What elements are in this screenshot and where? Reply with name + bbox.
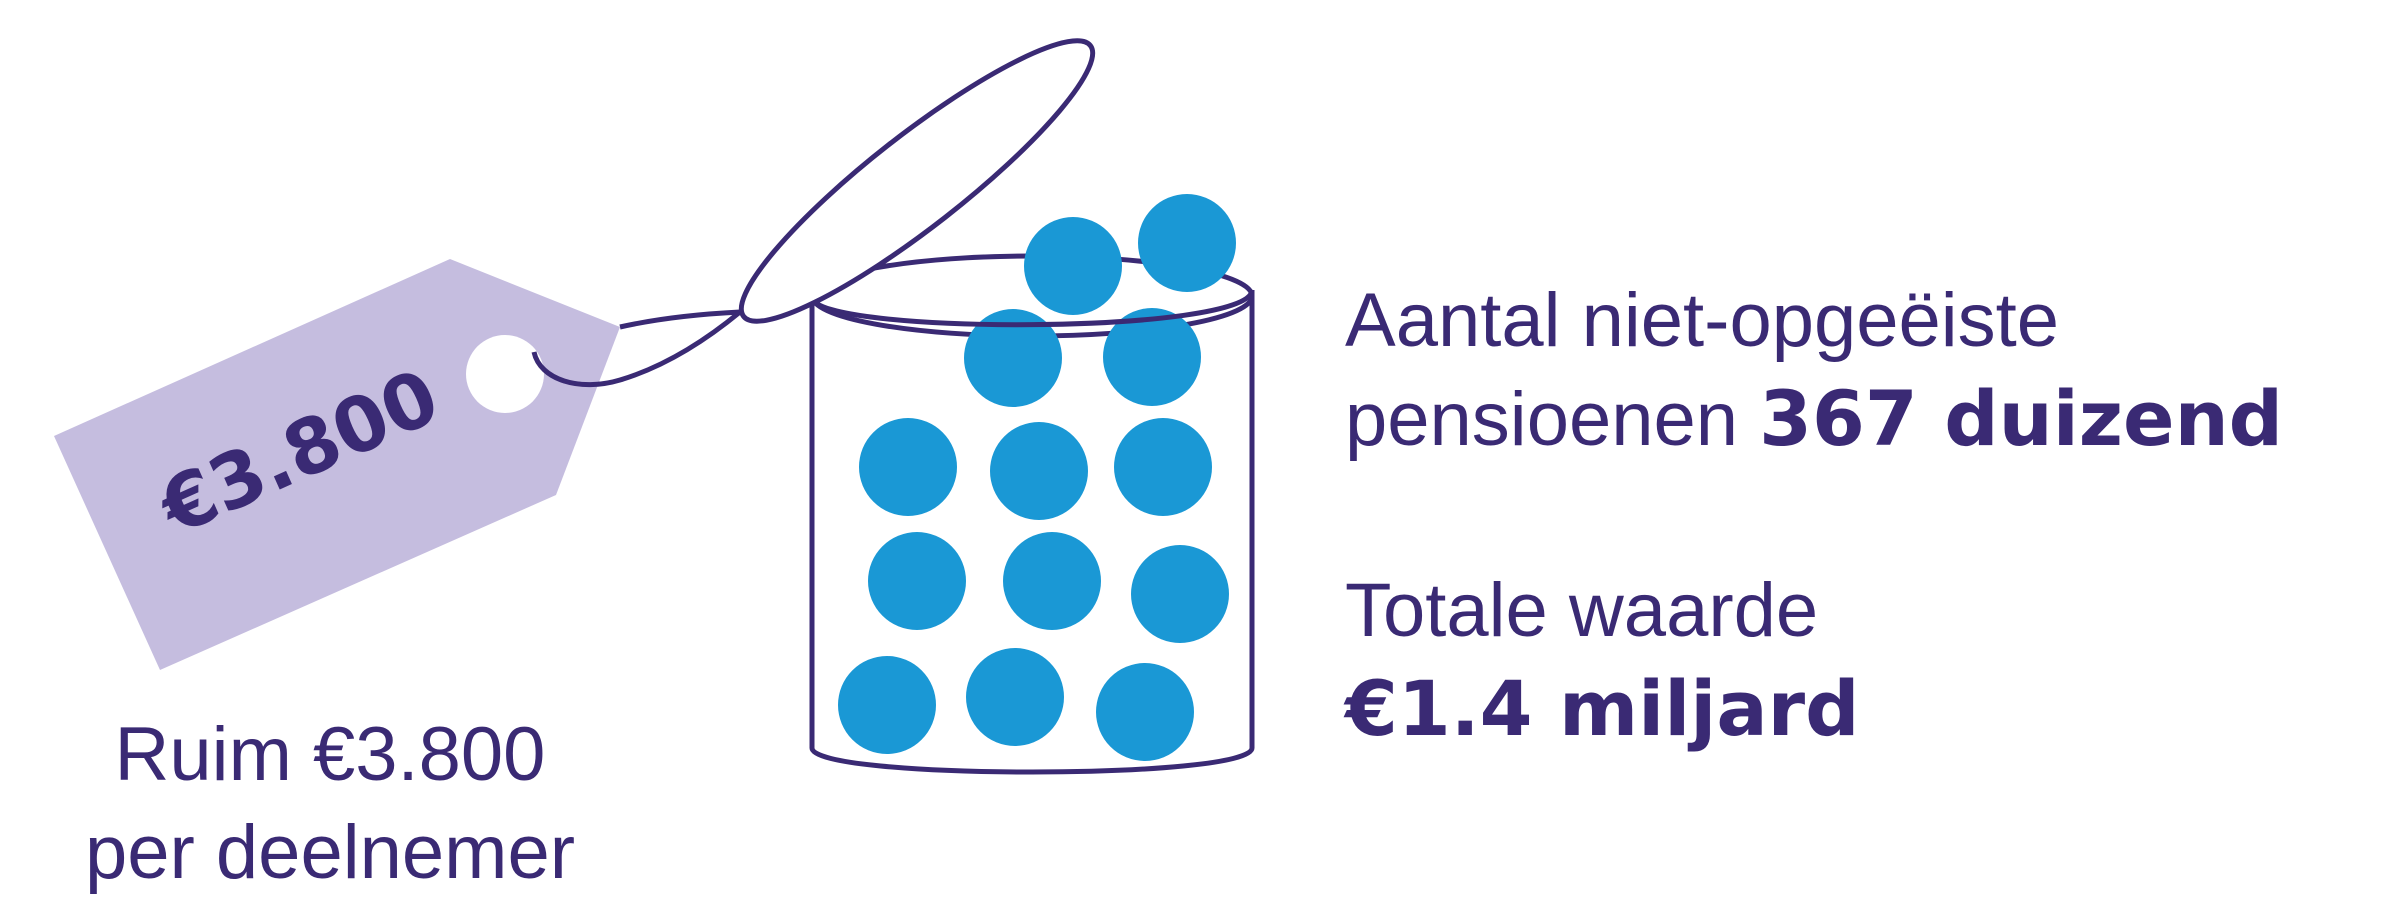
stat-unclaimed-prefix: pensioenen <box>1345 377 1760 462</box>
price-tag-icon: €3.800 <box>54 259 620 670</box>
price-tag-hole <box>466 335 544 413</box>
ball <box>1131 545 1229 643</box>
can-bottom-rim <box>809 746 1255 775</box>
stat-unclaimed-value-line: pensioenen 367 duizend <box>1345 370 2283 469</box>
ball <box>964 309 1062 407</box>
tag-string-loop <box>531 310 742 388</box>
can-top-rim-front <box>809 289 1255 328</box>
caption-line-1: Ruim €3.800 <box>114 712 546 797</box>
ball <box>868 532 966 630</box>
ball <box>1003 532 1101 630</box>
open-can-icon <box>738 38 1255 775</box>
caption-line-2: per deelnemer <box>84 810 576 895</box>
ball <box>859 418 957 516</box>
ball <box>1103 308 1201 406</box>
stat-unclaimed-pensions: Aantal niet-opgeëiste pensioenen 367 dui… <box>1345 272 2283 469</box>
per-participant-caption: Ruim €3.800 per deelnemer <box>0 706 660 902</box>
ball <box>1114 418 1212 516</box>
stat-unclaimed-value: 367 duizend <box>1759 374 2284 463</box>
ball <box>966 648 1064 746</box>
stat-total-label: Totale waarde <box>1345 568 1819 653</box>
balls <box>838 194 1236 761</box>
stat-total-amount: €1.4 miljard <box>1345 664 1860 753</box>
stat-unclaimed-label: Aantal niet-opgeëiste <box>1345 278 2060 363</box>
ball <box>1096 663 1194 761</box>
can-lid <box>738 38 1096 324</box>
ball <box>1024 217 1122 315</box>
ball <box>838 656 936 754</box>
ball <box>1138 194 1236 292</box>
tag-string <box>619 309 741 330</box>
stat-total-value: Totale waarde €1.4 miljard <box>1345 562 1859 758</box>
ball <box>990 422 1088 520</box>
